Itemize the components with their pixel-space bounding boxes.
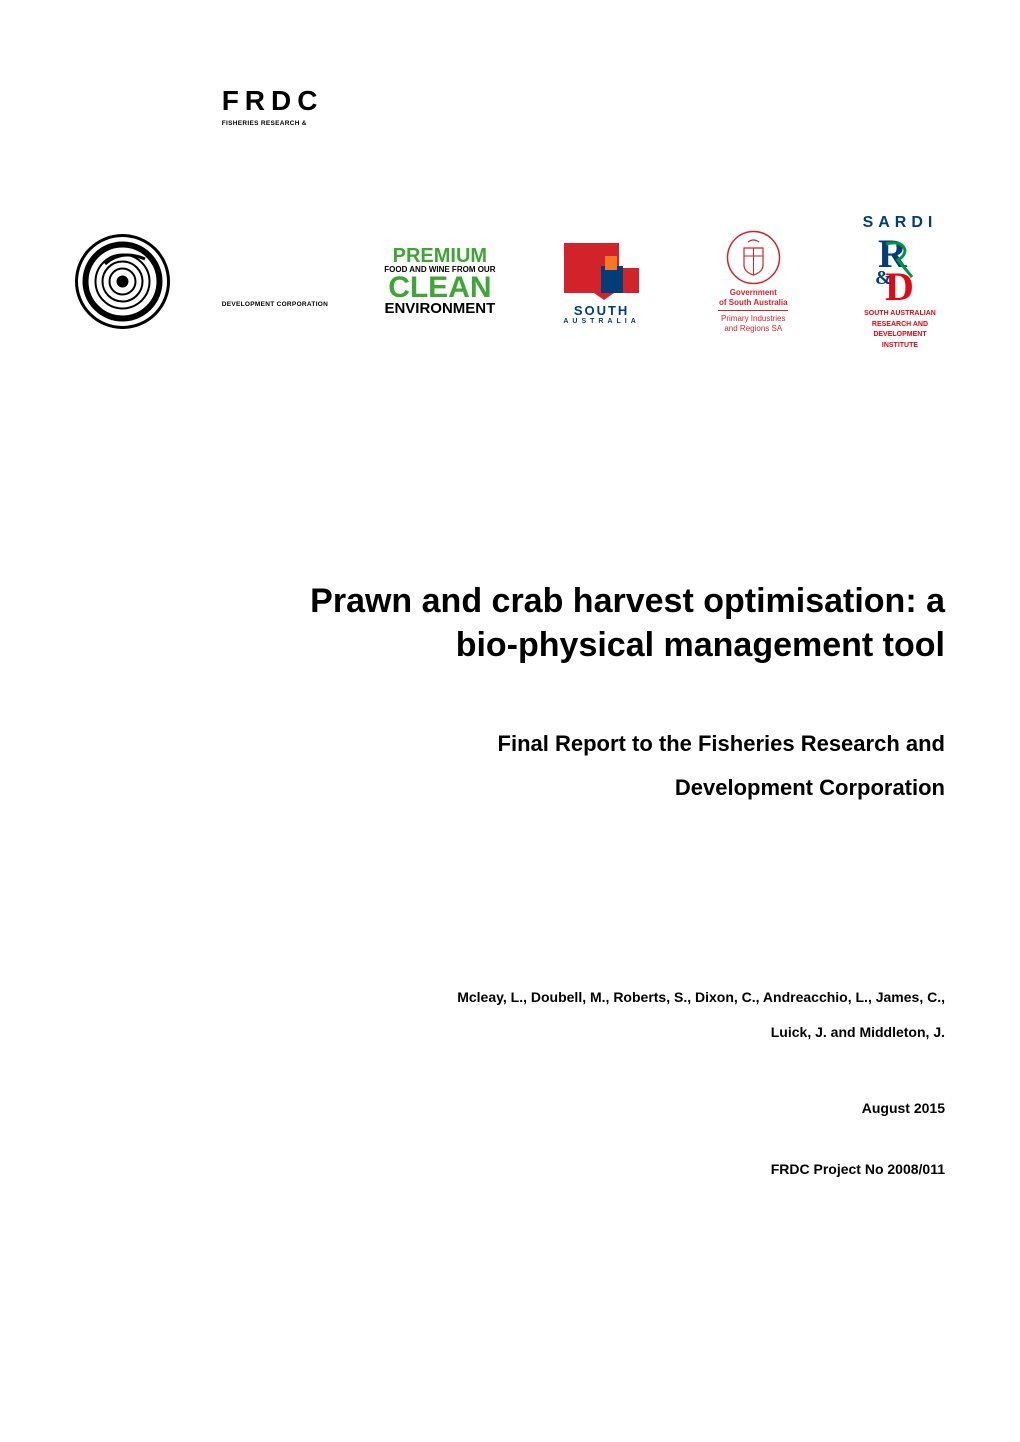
gov-line2: of South Australia — [719, 298, 788, 308]
title-line2: bio-physical management tool — [456, 626, 945, 664]
sardi-sub-line2: RESEARCH AND — [872, 321, 928, 329]
premium-logo: PREMIUM FOOD AND WINE FROM OUR CLEAN ENV… — [380, 224, 500, 339]
project-number: FRDC Project No 2008/011 — [75, 1161, 945, 1177]
sa-map-icon — [559, 238, 644, 303]
authors-line2: Luick, J. and Middleton, J. — [771, 1024, 945, 1040]
premium-line3: CLEAN — [388, 274, 491, 303]
frdc-subtitle-line2: DEVELOPMENT CORPORATION — [222, 301, 328, 309]
subtitle-line1: Final Report to the Fisheries Research a… — [498, 731, 945, 756]
rd-ampersand-icon: R D & — [870, 232, 930, 307]
sa-label: SOUTH — [574, 303, 630, 318]
sa-sublabel: AUSTRALIA — [563, 318, 639, 325]
authors: Mcleay, L., Doubell, M., Roberts, S., Di… — [75, 980, 945, 1050]
authors-line1: Mcleay, L., Doubell, M., Roberts, S., Di… — [457, 989, 945, 1005]
government-sa-logo: Government of South Australia Primary In… — [703, 230, 803, 333]
gov-divider — [718, 310, 788, 311]
sardi-title: SARDI — [863, 214, 938, 232]
report-subtitle: Final Report to the Fisheries Research a… — [75, 722, 945, 810]
gov-line1: Government — [730, 288, 777, 298]
frdc-radar-icon — [75, 234, 170, 329]
sardi-sub-line1: SOUTH AUSTRALIAN — [864, 310, 936, 318]
frdc-text-logo: FRDC FISHERIES RESEARCH & DEVELOPMENT CO… — [222, 85, 328, 479]
logos-row: FRDC FISHERIES RESEARCH & DEVELOPMENT CO… — [75, 85, 945, 479]
svg-text:&: & — [875, 267, 892, 289]
frdc-circle-logo — [75, 234, 170, 329]
gov-line3: Primary Industries — [721, 314, 785, 324]
sardi-sub-line3: DEVELOPMENT — [873, 331, 926, 339]
premium-line1: PREMIUM — [393, 247, 487, 266]
south-australia-logo: SOUTH AUSTRALIA — [552, 232, 652, 332]
sardi-logo: SARDI R D & SOUTH AUSTRALIAN RESEARCH AN… — [855, 214, 945, 350]
premium-line4: ENVIRONMENT — [384, 302, 495, 316]
subtitle-line2: Development Corporation — [675, 775, 945, 800]
sa-coat-of-arms-icon — [726, 230, 781, 285]
frdc-brand: FRDC — [222, 85, 324, 117]
title-line1: Prawn and crab harvest optimisation: a — [310, 582, 945, 620]
gov-line4: and Regions SA — [724, 324, 782, 334]
frdc-subtitle-line1: FISHERIES RESEARCH & — [222, 120, 307, 128]
main-title: Prawn and crab harvest optimisation: a b… — [75, 579, 945, 667]
sardi-sub-line4: INSTITUTE — [882, 342, 918, 350]
publication-date: August 2015 — [75, 1100, 945, 1116]
